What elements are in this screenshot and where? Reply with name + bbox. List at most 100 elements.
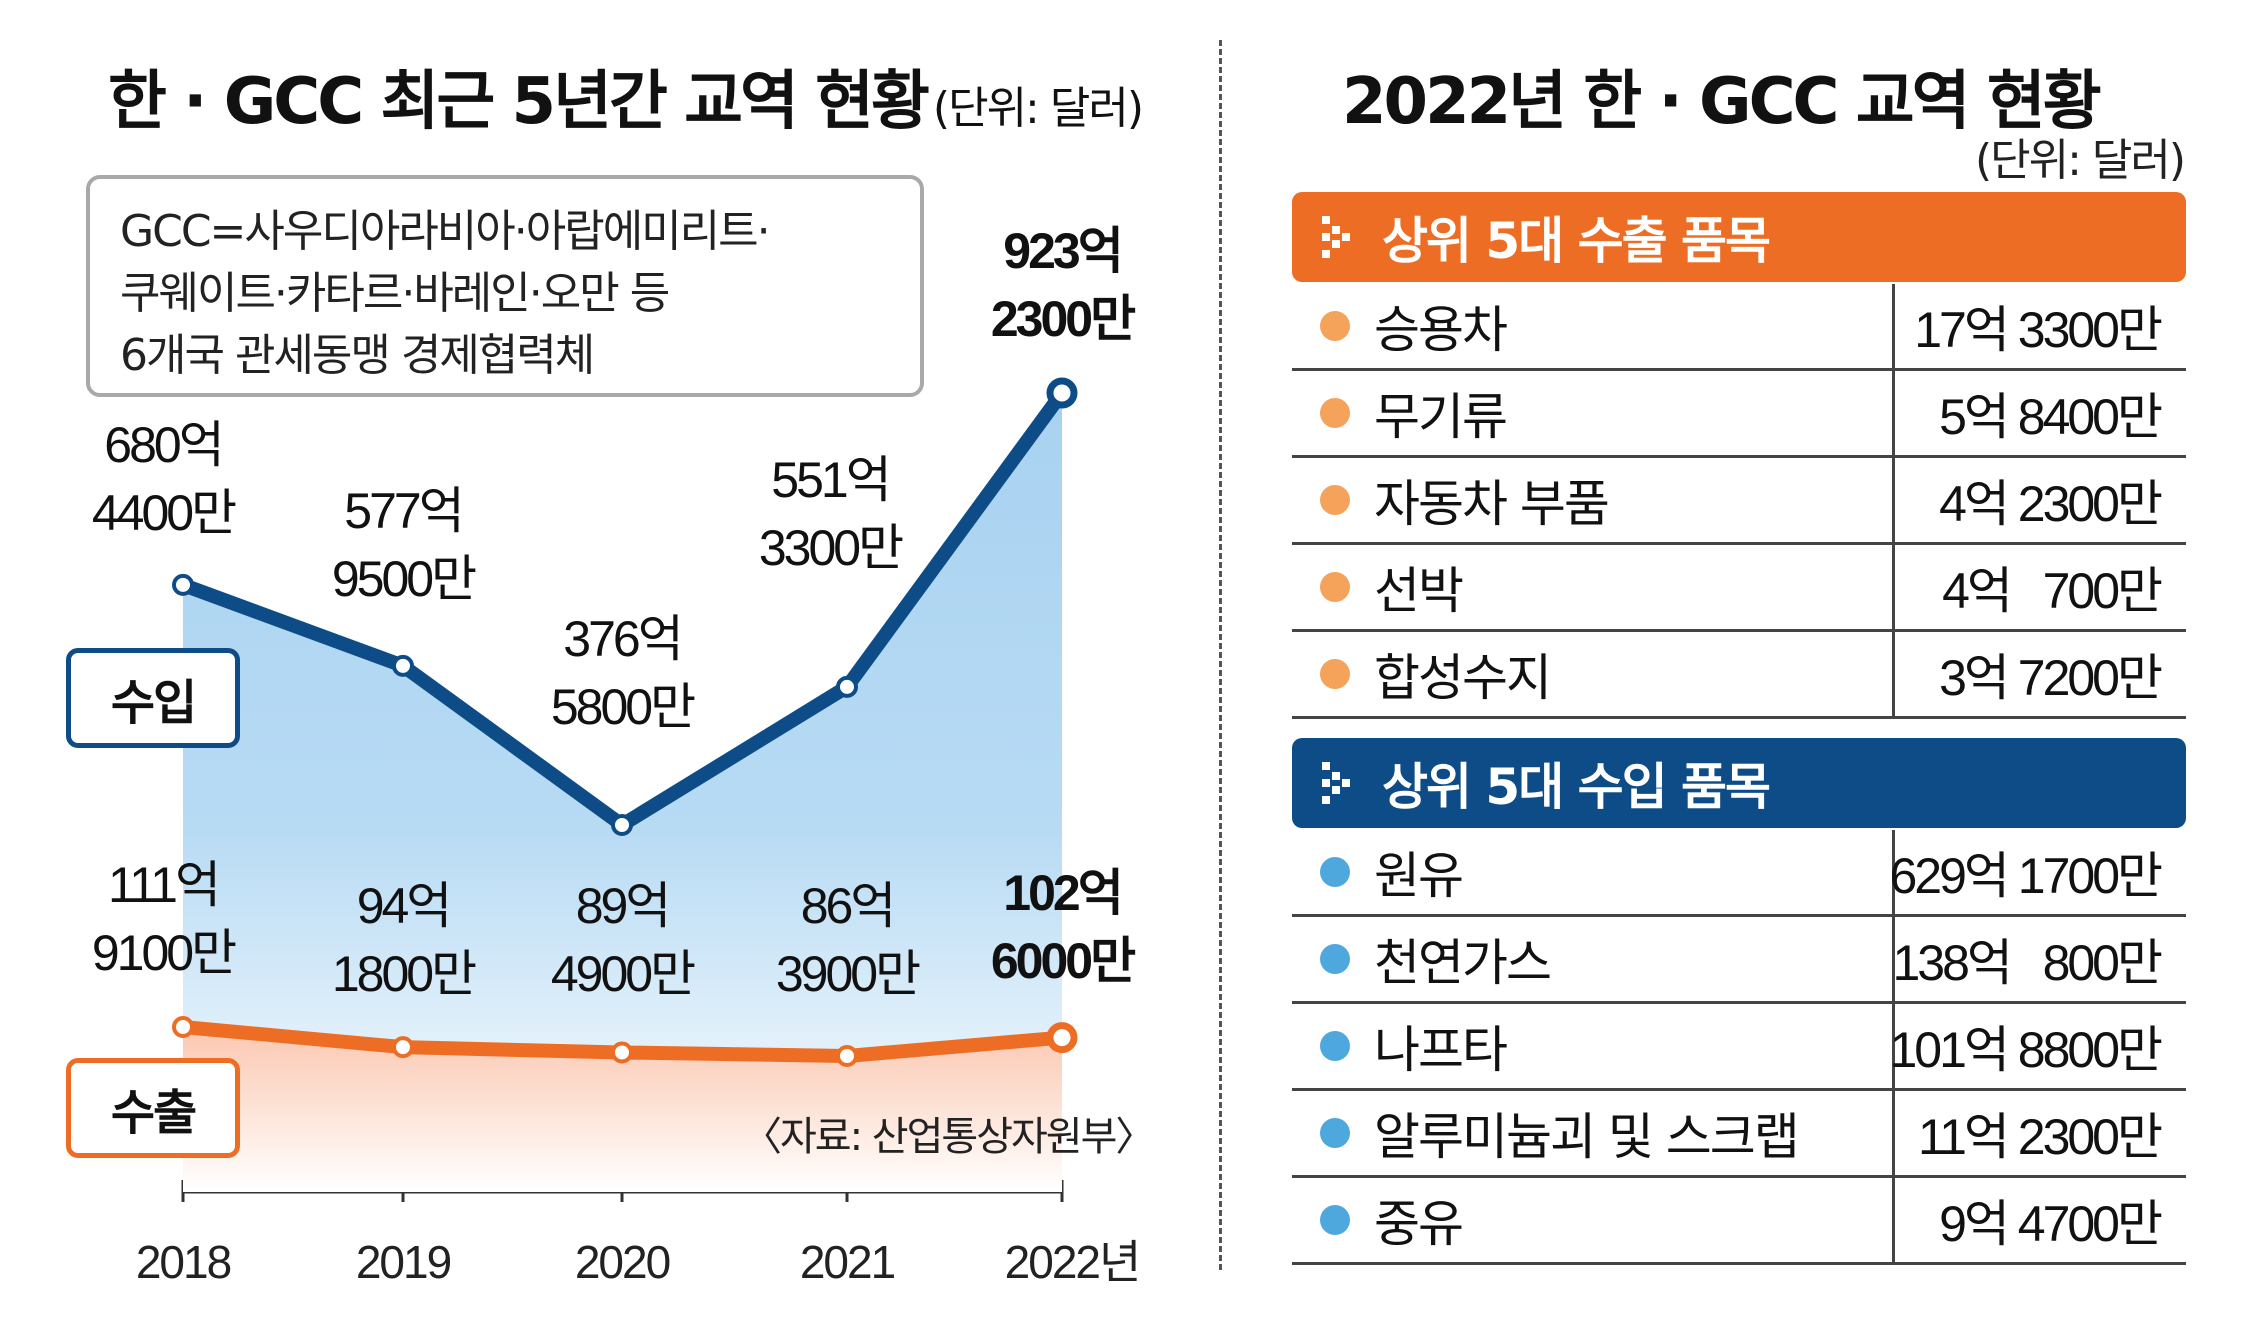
note-line: GCC=사우디아라비아·아랍에미리트· <box>120 206 771 257</box>
export-point <box>172 1016 194 1038</box>
bullet-dot-icon <box>1320 572 1350 602</box>
import-point <box>1046 377 1078 409</box>
item-name: 승용차 <box>1374 301 1508 359</box>
table-row: 알루미늄괴 및 스크랩 11억 2300만 <box>1292 1091 2186 1178</box>
export-data-label: 111억 <box>108 857 218 913</box>
export-data-label: 6000만 <box>991 933 1136 989</box>
item-value: 629억 1700만 <box>1889 848 2163 904</box>
export-data-label: 86억 <box>801 878 894 934</box>
item-name: 합성수지 <box>1374 649 1552 707</box>
export-data-label: 9100만 <box>92 925 236 981</box>
column-divider <box>1892 632 1895 716</box>
chart-title: 한 · GCC 최근 5년간 교역 현황 (단위: 달러) <box>108 50 1144 142</box>
import-data-label: 2300만 <box>991 291 1136 347</box>
import-data-label: 4400만 <box>92 485 236 541</box>
table-row: 선박 4억 700만 <box>1292 545 2186 632</box>
item-name: 나프타 <box>1374 1021 1508 1079</box>
import-series-label: 수입 <box>66 648 240 748</box>
x-tick-label: 2022년 <box>1005 1236 1140 1288</box>
bullet-dot-icon <box>1320 944 1350 974</box>
panel-divider <box>1219 40 1222 1270</box>
export-point <box>1046 1022 1078 1054</box>
note-line: 쿠웨이트·카타르·바레인·오만 등 <box>120 268 670 319</box>
gcc-definition-note: GCC=사우디아라비아·아랍에미리트· 쿠웨이트·카타르·바레인·오만 등 6개… <box>86 175 924 397</box>
export-area <box>183 1027 1062 1192</box>
bullet-dot-icon <box>1320 659 1350 689</box>
bullet-dot-icon <box>1320 1031 1350 1061</box>
item-value: 101억 8800만 <box>1889 1022 2163 1078</box>
chart-title-text: 한 · GCC 최근 5년간 교역 현황 <box>108 65 930 139</box>
import-data-label: 680억 <box>104 417 221 473</box>
item-name: 원유 <box>1374 847 1464 905</box>
import-data-label: 551억 <box>771 452 888 508</box>
x-tick-label: 2020 <box>575 1236 670 1288</box>
export-data-label: 94억 <box>357 878 450 934</box>
export-data-label: 89억 <box>576 878 669 934</box>
bullet-dot-icon <box>1320 1118 1350 1148</box>
export-point <box>611 1041 633 1064</box>
table-row: 자동차 부품 4억 2300만 <box>1292 458 2186 545</box>
column-divider <box>1892 1178 1895 1262</box>
source-note: 〈자료: 산업통상자원부〉 <box>742 1114 1155 1160</box>
export-data-label: 4900만 <box>551 946 695 1002</box>
trend-panel: 2018 2019 2020 2021 2022년 680억 4400만 577억 9500만… <box>66 50 1155 1288</box>
column-divider <box>1892 830 1895 914</box>
table-row: 무기류 5억 8400만 <box>1292 371 2186 458</box>
column-divider <box>1892 458 1895 542</box>
bullet-dot-icon <box>1320 1205 1350 1235</box>
item-value: 17억 3300만 <box>1914 302 2163 358</box>
item-name: 중유 <box>1374 1195 1464 1253</box>
column-divider <box>1892 371 1895 455</box>
import-point <box>392 654 414 677</box>
item-name: 자동차 부품 <box>1374 475 1610 533</box>
import-point <box>172 573 194 596</box>
note-line: 6개국 관세동맹 경제협력체 <box>120 330 595 381</box>
import-items-header: 상위 5대 수입 품목 <box>1292 738 2186 828</box>
column-divider <box>1892 1091 1895 1175</box>
item-name: 알루미늄괴 및 스크랩 <box>1374 1108 1800 1166</box>
column-divider <box>1892 545 1895 629</box>
trade-trend-chart: 2018 2019 2020 2021 2022년 680억 4400만 577억 9500만… <box>92 223 1141 1288</box>
item-value: 4억 700만 <box>1942 563 2163 619</box>
export-header-label: 상위 5대 수출 품목 <box>1382 212 1771 270</box>
items-title: 2022년 한 · GCC 교역 현황 <box>1342 65 2102 139</box>
bullet-dot-icon <box>1320 311 1350 341</box>
item-value: 138억 800만 <box>1892 935 2163 991</box>
export-series-label: 수출 <box>66 1058 240 1158</box>
column-divider <box>1892 917 1895 1001</box>
import-header-label: 상위 5대 수입 품목 <box>1382 758 1771 816</box>
export-point <box>392 1036 414 1059</box>
x-tick-label: 2019 <box>356 1236 451 1288</box>
import-point <box>836 675 858 698</box>
import-data-label: 3300만 <box>759 520 903 576</box>
item-value: 5억 8400만 <box>1939 389 2163 445</box>
column-divider <box>1892 284 1895 368</box>
import-area <box>183 393 1062 1192</box>
bullet-dot-icon <box>1320 485 1350 515</box>
export-data-label: 1800만 <box>332 946 476 1002</box>
item-value: 11억 2300만 <box>1917 1109 2163 1165</box>
table-row: 합성수지 3억 7200만 <box>1292 632 2186 719</box>
item-name: 무기류 <box>1374 388 1508 446</box>
table-row: 승용차 17억 3300만 <box>1292 284 2186 371</box>
chevron-right-icon <box>1322 216 1350 258</box>
table-row: 천연가스 138억 800만 <box>1292 917 2186 1004</box>
item-value: 9억 4700만 <box>1939 1196 2163 1252</box>
bullet-dot-icon <box>1320 857 1350 887</box>
column-divider <box>1892 1004 1895 1088</box>
table-row: 나프타 101억 8800만 <box>1292 1004 2186 1091</box>
bullet-dot-icon <box>1320 398 1350 428</box>
import-data-label: 5800만 <box>551 679 695 735</box>
item-name: 선박 <box>1374 562 1464 620</box>
export-point <box>836 1045 858 1067</box>
x-tick-label: 2018 <box>136 1236 231 1288</box>
items-panel: 2022년 한 · GCC 교역 현황 (단위: 달러) 상위 5대 수출 품목… <box>1240 0 2244 1319</box>
export-data-label: 102억 <box>1003 865 1120 921</box>
import-point <box>611 814 633 836</box>
item-name: 천연가스 <box>1374 934 1552 992</box>
table-row: 중유 9억 4700만 <box>1292 1178 2186 1265</box>
import-data-label: 9500만 <box>332 551 476 607</box>
export-items-header: 상위 5대 수출 품목 <box>1292 192 2186 282</box>
